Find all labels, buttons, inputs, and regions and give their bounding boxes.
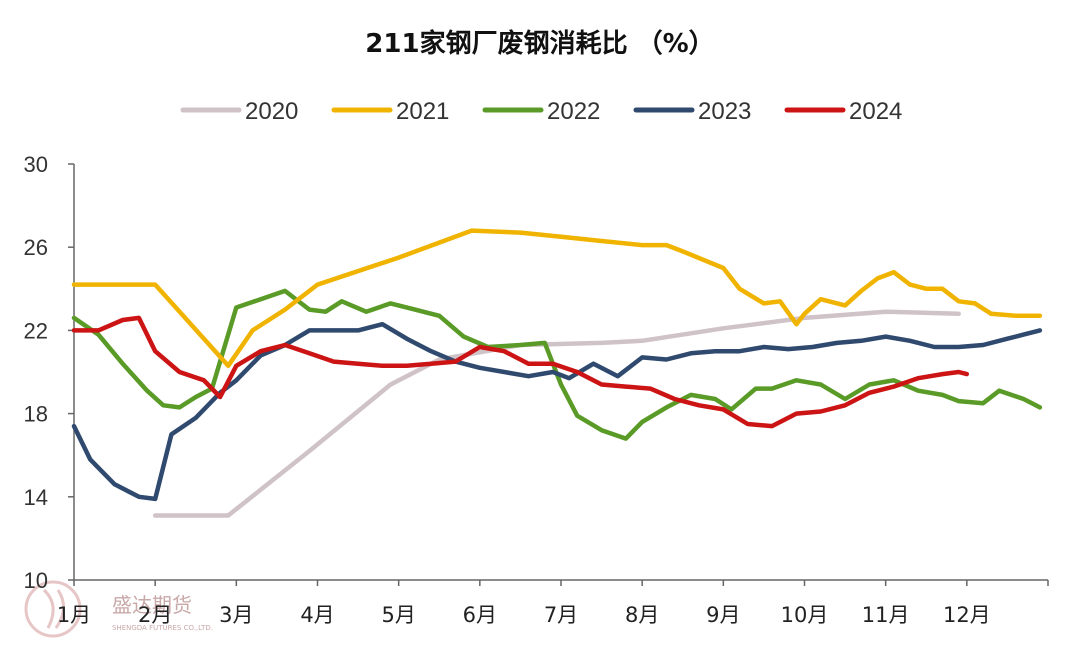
y-tick-label: 18: [24, 402, 48, 427]
y-tick-label: 10: [24, 568, 48, 593]
x-tick-label: 10月: [781, 603, 829, 627]
legend-label-2022: 2022: [547, 98, 600, 125]
series-line-2024: [71, 315, 970, 429]
x-tick-label: 8月: [625, 603, 659, 627]
legend: 2020 2021 2022 2023 2024: [180, 98, 902, 125]
x-tick-label: 1月: [57, 603, 91, 627]
x-tick-label: 5月: [381, 603, 415, 627]
y-tick-label: 26: [24, 235, 48, 260]
x-tick-label: 6月: [463, 603, 497, 627]
y-tick-label: 22: [24, 318, 48, 343]
x-tick-label: 7月: [544, 603, 578, 627]
x-tick-label: 2月: [138, 603, 172, 627]
x-tick-label: 11月: [862, 603, 910, 627]
series-line-2021: [71, 228, 1043, 369]
legend-label-2021: 2021: [396, 98, 449, 125]
x-tick-label: 3月: [219, 603, 253, 627]
x-axis-ticks: 1月 2月 3月 4月 5月 6月 7月 8月 9月 10月 11月 12月: [57, 580, 1049, 627]
x-tick-label: 4月: [300, 603, 334, 627]
x-tick-label: 9月: [706, 603, 740, 627]
y-tick-label: 14: [24, 485, 48, 510]
series-line-2023: [71, 321, 1043, 502]
x-tick-label: 12月: [943, 603, 991, 627]
legend-label-2024: 2024: [849, 98, 902, 125]
watermark-logo-icon: [24, 580, 82, 638]
watermark-logo-mark: [42, 588, 65, 629]
series-lines: [71, 228, 1043, 518]
watermark: 盛达期货 SHENGDA FUTURES CO.,LTD.: [24, 580, 213, 638]
legend-label-2023: 2023: [698, 98, 751, 125]
y-axis-ticks: 10 14 18 22 26 30: [24, 152, 74, 593]
y-tick-label: 30: [24, 152, 48, 177]
series-line-2020: [152, 309, 961, 518]
watermark-sub: SHENGDA FUTURES CO.,LTD.: [112, 624, 213, 632]
legend-label-2020: 2020: [245, 98, 298, 125]
series-line-2022: [71, 288, 1043, 441]
watermark-name: 盛达期货: [112, 593, 192, 617]
chart-title: 211家钢厂废钢消耗比 （%）: [365, 28, 714, 59]
